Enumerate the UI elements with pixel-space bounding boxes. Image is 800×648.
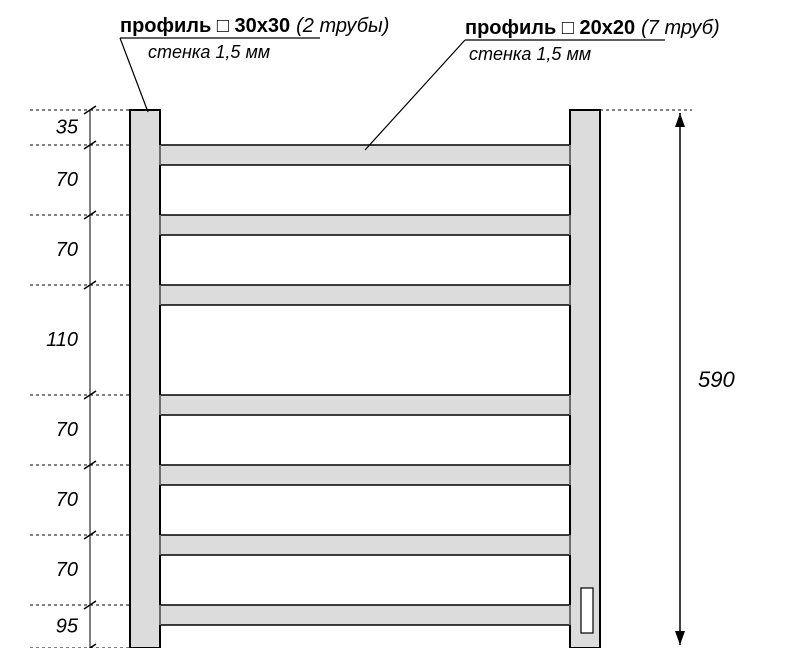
label-left-profile: профиль □ 30x30(2 трубы) xyxy=(120,15,389,37)
left-post xyxy=(130,110,160,648)
dim-left-2: 70 xyxy=(56,239,78,261)
crossbar-3 xyxy=(158,395,572,415)
dim-left-4: 70 xyxy=(56,419,78,441)
heater-cutout xyxy=(581,588,593,633)
crossbar-6 xyxy=(158,605,572,625)
dim-left-3: 110 xyxy=(46,329,78,351)
label-right-profile: профиль □ 20x20(7 труб) xyxy=(465,17,720,39)
dim-left-1: 70 xyxy=(56,169,78,191)
dim-right-value: 590 xyxy=(698,367,735,392)
dim-left-5: 70 xyxy=(56,489,78,511)
crossbar-4 xyxy=(158,465,572,485)
arrowhead-bottom-icon xyxy=(675,631,685,645)
crossbar-5 xyxy=(158,535,572,555)
dim-left-0: 35 xyxy=(56,117,79,139)
dim-left-7: 95 xyxy=(56,616,79,638)
arrowhead-top-icon xyxy=(675,113,685,127)
technical-drawing: 35 70 70 110 70 70 70 95 590 профиль □ 30x30(2 тр… xyxy=(0,0,800,648)
crossbar-0 xyxy=(158,145,572,165)
leader-left xyxy=(120,38,148,112)
leader-right xyxy=(365,40,465,150)
crossbar-1 xyxy=(158,215,572,235)
crossbar-2 xyxy=(158,285,572,305)
label-left-sub: стенка 1,5 мм xyxy=(148,42,270,62)
right-post xyxy=(570,110,600,648)
label-right-sub: стенка 1,5 мм xyxy=(469,44,591,64)
dim-left-6: 70 xyxy=(56,559,78,581)
